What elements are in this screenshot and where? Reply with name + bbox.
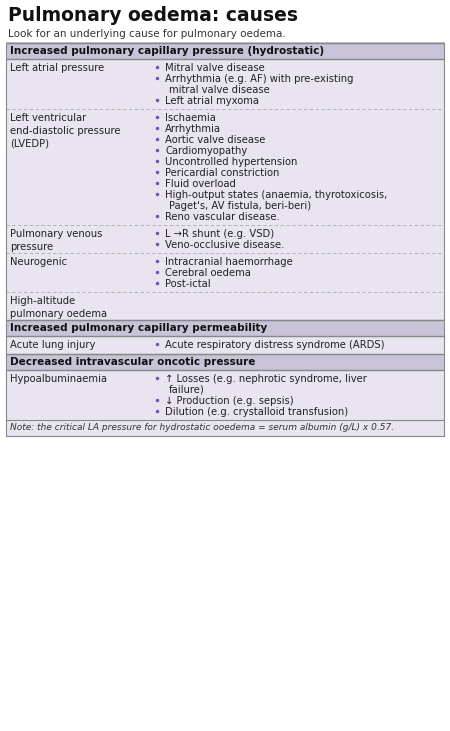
Text: Veno-occlusive disease.: Veno-occlusive disease. <box>165 240 284 250</box>
Text: Left ventricular
end-diastolic pressure
(LVEDP): Left ventricular end-diastolic pressure … <box>10 113 121 148</box>
Bar <box>6 59 444 109</box>
Text: High-altitude
pulmonary oedema: High-altitude pulmonary oedema <box>10 296 107 319</box>
Text: Look for an underlying cause for pulmonary oedema.: Look for an underlying cause for pulmona… <box>8 29 286 39</box>
Text: Fluid overload: Fluid overload <box>165 179 236 189</box>
Text: Left atrial myxoma: Left atrial myxoma <box>165 96 259 106</box>
Text: Cerebral oedema: Cerebral oedema <box>165 268 251 278</box>
Bar <box>6 420 444 436</box>
Text: Neurogenic: Neurogenic <box>10 257 67 267</box>
Text: Intracranial haemorrhage: Intracranial haemorrhage <box>165 257 293 267</box>
Bar <box>6 320 444 336</box>
Text: Post-ictal: Post-ictal <box>165 279 211 289</box>
Text: Uncontrolled hypertension: Uncontrolled hypertension <box>165 157 297 167</box>
Text: Note: the critical LA pressure for hydrostatic ooedema = serum albumin (g/L) x 0: Note: the critical LA pressure for hydro… <box>10 423 394 433</box>
Text: Pulmonary oedema: causes: Pulmonary oedema: causes <box>8 6 298 25</box>
Text: ↓ Production (e.g. sepsis): ↓ Production (e.g. sepsis) <box>165 396 293 406</box>
Bar <box>6 225 444 253</box>
Text: mitral valve disease: mitral valve disease <box>169 85 270 95</box>
Text: Mitral valve disease: Mitral valve disease <box>165 63 265 73</box>
Bar <box>6 43 444 59</box>
Text: Acute respiratory distress syndrome (ARDS): Acute respiratory distress syndrome (ARD… <box>165 340 384 350</box>
Text: L →R shunt (e.g. VSD): L →R shunt (e.g. VSD) <box>165 229 274 239</box>
Text: Decreased intravascular oncotic pressure: Decreased intravascular oncotic pressure <box>10 357 256 367</box>
Text: Increased pulmonary capillary permeability: Increased pulmonary capillary permeabili… <box>10 323 267 333</box>
Text: ↑ Losses (e.g. nephrotic syndrome, liver: ↑ Losses (e.g. nephrotic syndrome, liver <box>165 374 367 384</box>
Text: Left atrial pressure: Left atrial pressure <box>10 63 104 73</box>
Text: Pulmonary venous
pressure: Pulmonary venous pressure <box>10 229 103 251</box>
Text: failure): failure) <box>169 385 205 395</box>
Bar <box>6 292 444 320</box>
Text: Cardiomyopathy: Cardiomyopathy <box>165 146 247 156</box>
Text: Dilution (e.g. crystalloid transfusion): Dilution (e.g. crystalloid transfusion) <box>165 407 348 417</box>
Text: Arrhythmia (e.g. AF) with pre-existing: Arrhythmia (e.g. AF) with pre-existing <box>165 74 354 84</box>
Bar <box>6 370 444 420</box>
Text: Aortic valve disease: Aortic valve disease <box>165 135 266 145</box>
Text: Acute lung injury: Acute lung injury <box>10 340 95 350</box>
Bar <box>6 336 444 354</box>
Text: Pericardial constriction: Pericardial constriction <box>165 168 279 178</box>
Text: Arrhythmia: Arrhythmia <box>165 124 221 134</box>
Text: Increased pulmonary capillary pressure (hydrostatic): Increased pulmonary capillary pressure (… <box>10 46 324 56</box>
Text: Ischaemia: Ischaemia <box>165 113 216 123</box>
Text: High-output states (anaemia, thyrotoxicosis,: High-output states (anaemia, thyrotoxico… <box>165 190 387 200</box>
Bar <box>6 109 444 225</box>
Text: Hypoalbuminaemia: Hypoalbuminaemia <box>10 374 107 384</box>
Bar <box>6 354 444 370</box>
Text: Paget's, AV fistula, beri-beri): Paget's, AV fistula, beri-beri) <box>169 201 311 211</box>
Text: Reno vascular disease.: Reno vascular disease. <box>165 212 280 222</box>
Bar <box>6 253 444 292</box>
